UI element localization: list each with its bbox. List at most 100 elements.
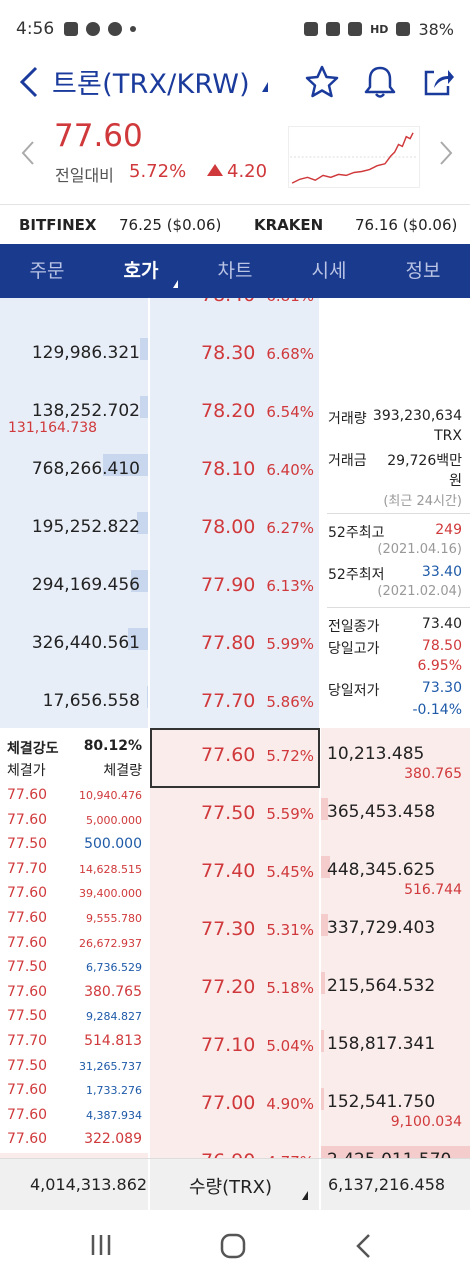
unit-dropdown-icon[interactable]	[302, 1191, 308, 1200]
unit-selector[interactable]: 수량(TRX)	[189, 1177, 272, 1198]
ask-qty: 138,252.702	[31, 401, 140, 421]
trade-price: 77.60	[7, 811, 48, 828]
bid-price-cell[interactable]: 77.20 5.18%	[150, 960, 319, 1018]
bid-row[interactable]: 77.60 5.72% 10,213.485 380.765	[0, 728, 470, 786]
trade-qty: 4,387.934	[86, 1108, 142, 1122]
bell-icon[interactable]	[362, 64, 398, 100]
share-icon[interactable]	[420, 64, 456, 100]
ask-price-cell[interactable]: 77.70 5.86%	[150, 674, 319, 732]
ask-price-cell[interactable]: 78.30 6.68%	[150, 326, 319, 384]
volume-value: 393,230,634	[372, 408, 462, 424]
more-dot-icon	[130, 26, 137, 32]
ask-row[interactable]: 195,252.822 78.00 6.27%	[0, 500, 470, 558]
ask-price-cell[interactable]: 77.80 5.99%	[150, 616, 319, 674]
app-notification-icon	[86, 22, 101, 36]
bid-qty-change: 380.765	[404, 766, 462, 782]
trade-price: 77.50	[7, 959, 48, 976]
back-nav-icon[interactable]	[352, 1232, 376, 1260]
ask-volume-bar	[147, 686, 148, 708]
trade-price: 77.70	[7, 860, 48, 877]
bid-row[interactable]: 76.90 4.77% 2,425,011.570	[0, 1134, 470, 1158]
trade-row: 77.60 9,555.780	[0, 907, 148, 932]
bid-qty-cell: 2,425,011.570	[321, 1134, 470, 1158]
ask-row[interactable]: 294,169.456 77.90 6.13%	[0, 558, 470, 616]
ask-volume-bar	[137, 512, 148, 534]
gallery-icon	[64, 22, 79, 36]
bid-row[interactable]: 77.10 5.04% 158,817.341	[0, 1018, 470, 1076]
exchange-price: 76.25 ($0.06)	[119, 215, 222, 234]
bid-price-cell[interactable]: 77.30 5.31%	[150, 902, 319, 960]
bid-price-cell[interactable]: 77.40 5.45%	[150, 844, 319, 902]
change-percent: 5.72%	[129, 161, 187, 182]
ask-change-pct: 6.27%	[266, 519, 314, 537]
back-arrow-icon[interactable]	[14, 62, 44, 102]
tab-chart[interactable]: 차트	[217, 260, 253, 282]
divider	[327, 513, 470, 514]
hd-voice-icon: HD	[370, 22, 389, 36]
ask-price-cell[interactable]: 78.10 6.40%	[150, 442, 319, 500]
trade-row: 77.60 1,733.276	[0, 1079, 148, 1105]
trade-row: 77.70 14,628.515	[0, 857, 148, 883]
ask-row[interactable]: 129,986.321 78.30 6.68%	[0, 326, 470, 384]
tab-orderbook[interactable]: 호가	[94, 244, 188, 298]
tab-bar: 주문 호가 차트 시세 정보	[0, 244, 470, 298]
system-nav-bar	[0, 1210, 470, 1280]
bid-change-pct: 5.72%	[266, 747, 314, 765]
ask-price-cell[interactable]: 78.40 6.81%	[150, 298, 319, 326]
bid-change-pct: 4.90%	[266, 1095, 314, 1113]
bid-volume-bar	[321, 798, 328, 820]
bid-row[interactable]: 77.00 4.90% 152,541.750 9,100.034	[0, 1076, 470, 1134]
tab-market[interactable]: 시세	[311, 260, 347, 282]
change-amount: 4.20	[207, 161, 267, 182]
trade-qty: 10,940.476	[79, 789, 142, 802]
ask-row[interactable]: -2,210,391.000 78.40 6.81%	[0, 298, 470, 326]
ask-price-cell[interactable]: 77.90 6.13%	[150, 558, 319, 616]
recent-apps-icon[interactable]	[88, 1232, 114, 1258]
battery-level: 38%	[418, 19, 454, 39]
low52-date: (2021.02.04)	[377, 584, 462, 599]
volume-unit: TRX	[434, 428, 462, 444]
bid-price-cell[interactable]: 77.10 5.04%	[150, 1018, 319, 1076]
bid-price-cell[interactable]: 77.50 5.59%	[150, 786, 319, 844]
status-time: 4:56	[16, 19, 55, 39]
bid-volume-bar	[321, 972, 325, 994]
tab-info[interactable]: 정보	[405, 260, 441, 282]
ask-row[interactable]: 17,656.558 77.70 5.86%	[0, 674, 470, 732]
bid-price-cell[interactable]: 77.00 4.90%	[150, 1076, 319, 1134]
ask-qty: 129,986.321	[31, 343, 140, 363]
bid-row[interactable]: 77.50 5.59% 365,453.458	[0, 786, 470, 844]
mini-price-chart	[288, 126, 420, 188]
wifi-icon	[348, 22, 363, 36]
trade-qty: 380.765	[84, 983, 142, 1000]
page-title[interactable]: 트론(TRX/KRW)	[52, 69, 250, 100]
tab-dropdown-icon	[173, 280, 178, 288]
next-coin-icon[interactable]	[436, 138, 456, 168]
bid-qty-cell: 152,541.750 9,100.034	[321, 1076, 470, 1134]
ask-row[interactable]: 138,252.702 131,164.738 78.20 6.54%	[0, 384, 470, 442]
bid-row[interactable]: 77.30 5.31% 337,729.403	[0, 902, 470, 960]
ask-price-cell[interactable]: 78.00 6.27%	[150, 500, 319, 558]
bid-price-cell[interactable]: 76.90 4.77%	[150, 1134, 319, 1158]
ask-row[interactable]: 768,266.410 78.10 6.40%	[0, 442, 470, 500]
prev-coin-icon[interactable]	[18, 138, 38, 168]
bid-row[interactable]: 77.40 5.45% 448,345.625 516.744	[0, 844, 470, 902]
bid-row[interactable]: 77.20 5.18% 215,564.532	[0, 960, 470, 1018]
strength-value: 80.12%	[83, 738, 142, 754]
ask-price-cell[interactable]: 78.20 6.54%	[150, 384, 319, 442]
day-low-pct: -0.14%	[412, 702, 462, 718]
ask-row[interactable]: 326,440.561 77.80 5.99%	[0, 616, 470, 674]
home-icon[interactable]	[219, 1232, 247, 1260]
star-icon[interactable]	[304, 64, 340, 100]
bid-price: 77.20	[201, 976, 256, 998]
day-high-value: 78.50	[421, 638, 462, 654]
trade-row: 77.50 9,284.827	[0, 1005, 148, 1031]
tab-order[interactable]: 주문	[29, 260, 65, 282]
trade-price: 77.60	[7, 934, 48, 951]
ask-qty: 326,440.561	[31, 633, 140, 653]
order-book: -2,210,391.000 78.40 6.81% 129,986.321 7…	[0, 298, 470, 1158]
ask-change-pct: 6.81%	[266, 298, 314, 305]
bid-price-cell[interactable]: 77.60 5.72%	[150, 728, 319, 786]
title-dropdown-icon[interactable]	[262, 82, 268, 92]
app-header: 트론(TRX/KRW)	[0, 58, 470, 108]
trade-qty: 26,672.937	[79, 936, 142, 950]
